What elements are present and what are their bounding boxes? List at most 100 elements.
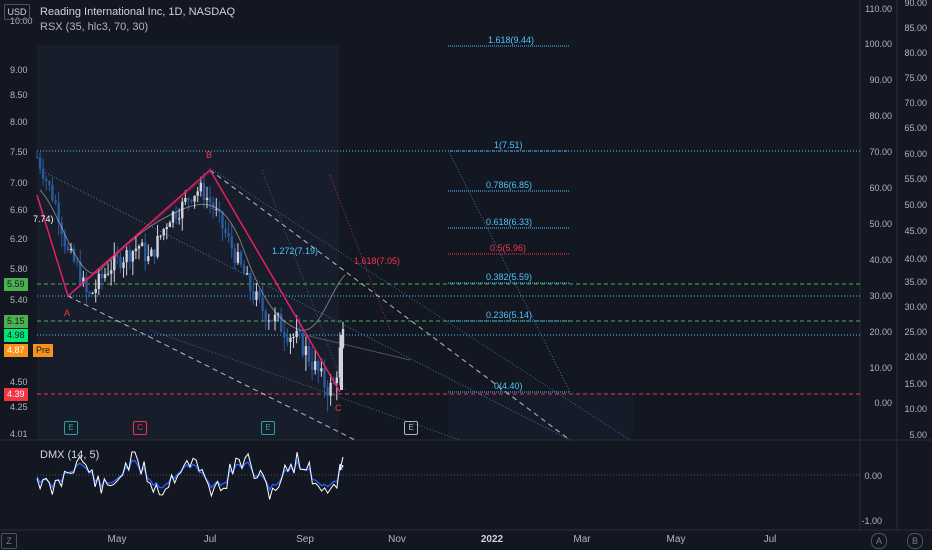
candle-body	[116, 254, 119, 257]
candle-body	[187, 197, 190, 200]
right-tick-label: 85.00	[904, 23, 927, 33]
candle-body	[221, 211, 224, 229]
indicator-title[interactable]: RSX (35, hlc3, 70, 30)	[40, 21, 149, 33]
candle-body	[320, 368, 323, 372]
price-tick-label: 6.20	[10, 234, 28, 244]
candle-body	[267, 320, 271, 322]
price-tick-label: 5.40	[10, 295, 28, 305]
candle-body	[72, 248, 76, 262]
dmx-tick-label: -1.00	[861, 516, 882, 526]
candle-body	[276, 313, 280, 315]
earnings-event-icon[interactable]: E	[261, 421, 275, 435]
candle-body	[255, 291, 258, 300]
candle-body	[122, 262, 125, 269]
candle-body	[199, 182, 203, 192]
candle-body	[298, 330, 301, 333]
candle-body	[91, 292, 94, 294]
rsx-tick-label: 20.00	[869, 327, 892, 337]
candle-body	[340, 335, 343, 390]
timezone-button[interactable]: Z	[1, 533, 17, 549]
rsx-tick-label: 10.00	[869, 363, 892, 373]
candle-body	[307, 346, 311, 362]
wave-a-label[interactable]: A	[64, 308, 70, 318]
candle-body	[97, 273, 101, 289]
candle-body	[273, 314, 277, 322]
time-tick-label: May	[667, 534, 686, 545]
right-tick-label: 70.00	[904, 98, 927, 108]
candle-body	[48, 181, 51, 186]
fib-retracement[interactable]: 1.618(9.44) 1(7.51) 0.786(6.85) 0.618(6.33)…	[448, 35, 570, 393]
fib-extension-1272[interactable]: 1.272(7.19)	[272, 246, 318, 256]
time-tick-label: 2022	[481, 534, 504, 545]
dmx-fast-line[interactable]	[36, 451, 344, 500]
currency-label[interactable]: USD	[4, 4, 30, 20]
abc-wave-line[interactable]	[36, 168, 341, 393]
right-tick-label: 10.00	[904, 404, 927, 414]
right-tick-label: 90.00	[904, 0, 927, 8]
badge-pre-label[interactable]: Pre	[33, 344, 54, 357]
badge-4-98: 4.98	[4, 329, 28, 342]
candle-body	[57, 203, 60, 223]
candle-body	[270, 320, 274, 322]
corporate-event-icon[interactable]: C	[133, 421, 147, 435]
fib-level-label: 0.786(6.85)	[486, 180, 532, 190]
price-tick-label: 5.80	[10, 264, 28, 274]
candle-body	[211, 202, 215, 210]
badge-5-59: 5.59	[4, 278, 28, 291]
right-tick-label: 25.00	[904, 327, 927, 337]
dmx-title[interactable]: DMX (14, 5)	[40, 449, 100, 461]
candle-body	[196, 191, 199, 196]
fib-extension-1618[interactable]: 1.618(7.05)	[354, 256, 400, 266]
earnings-event-icon[interactable]: E	[404, 421, 418, 435]
abc-wave-ghost	[67, 171, 211, 297]
price-tick-label: 4.01	[10, 429, 28, 439]
candle-body	[230, 236, 233, 249]
rsx-tick-label: 40.00	[869, 255, 892, 265]
candle-body	[283, 332, 286, 338]
log-scale-button[interactable]: B	[907, 533, 923, 549]
price-label-774: 7.74)	[33, 214, 54, 224]
candle-body	[134, 248, 138, 252]
price-tick-label: 7.50	[10, 147, 28, 157]
right-tick-label: 75.00	[904, 73, 927, 83]
time-tick-label: Mar	[573, 534, 591, 545]
auto-scale-button[interactable]: A	[871, 533, 887, 549]
candle-body	[137, 246, 141, 249]
price-tick-label: 4.25	[10, 402, 28, 412]
candle-body	[85, 277, 88, 293]
candle-body	[289, 337, 292, 343]
candle-body	[295, 330, 298, 338]
rsx-tick-label: 70.00	[869, 147, 892, 157]
right-tick-label: 30.00	[904, 302, 927, 312]
candle-body	[143, 242, 147, 262]
right-tick-label: 40.00	[904, 254, 927, 264]
candle-body	[60, 222, 63, 235]
rsx-tick-label: 50.00	[869, 219, 892, 229]
chart-title: Reading International Inc, 1D, NASDAQ	[40, 6, 236, 18]
earnings-event-icon[interactable]: E	[64, 421, 78, 435]
candle-body	[94, 288, 97, 293]
candle-body	[66, 246, 70, 251]
rsx-tick-label: 60.00	[869, 183, 892, 193]
candle-body	[162, 228, 165, 236]
candle-body	[168, 222, 172, 228]
price-tick-label: 10.00	[10, 16, 33, 26]
candle-body	[245, 273, 249, 275]
wave-b-label[interactable]: B	[206, 150, 212, 160]
right-tick-label: 5.00	[909, 430, 927, 440]
fib-level-label: 0.5(5.96)	[490, 243, 526, 253]
candle-body	[171, 211, 175, 223]
candle-body	[184, 197, 187, 202]
candle-body	[75, 261, 79, 263]
right-tick-label: 55.00	[904, 174, 927, 184]
trend-channels[interactable]	[39, 149, 631, 441]
candle-body	[292, 337, 295, 339]
candle-body	[286, 337, 289, 343]
candle-body	[100, 273, 104, 278]
price-tick-label: 7.00	[10, 178, 28, 188]
candle-body	[45, 178, 48, 182]
fib-shade	[448, 393, 633, 440]
time-tick-label: Sep	[296, 534, 314, 545]
wave-c-label[interactable]: C	[335, 403, 342, 413]
